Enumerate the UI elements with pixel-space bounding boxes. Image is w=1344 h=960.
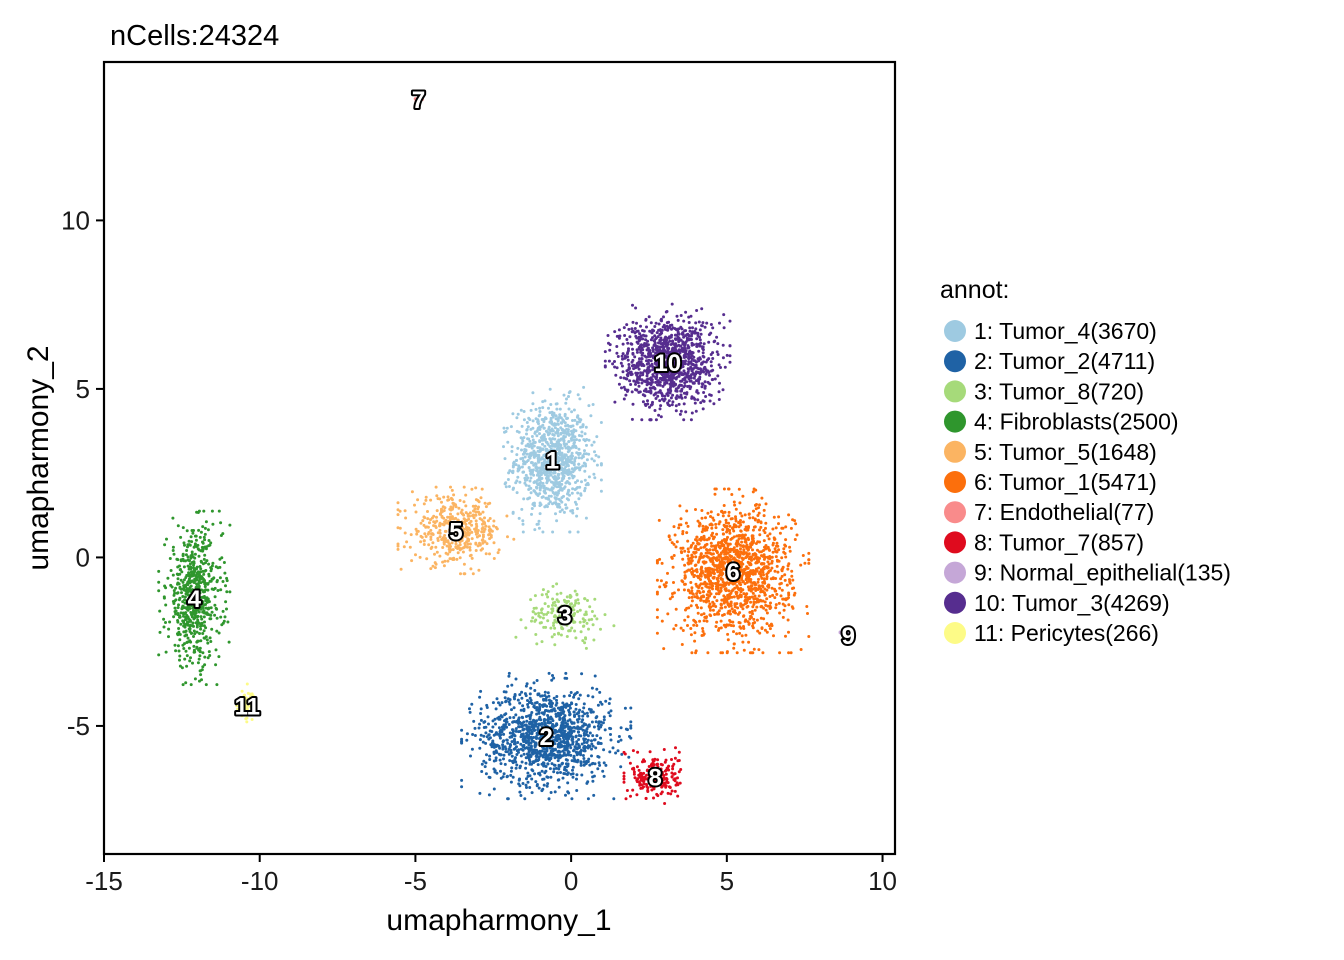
legend-swatch (944, 380, 966, 403)
x-tick-label: -10 (241, 866, 279, 896)
cluster-label-10: 10 (654, 350, 681, 377)
cluster-label-2: 2 (540, 724, 553, 751)
x-axis: -15 -10 -5 0 5 10 (85, 854, 897, 896)
cluster-label-8: 8 (649, 765, 662, 792)
legend-items: 1: Tumor_4(3670) 2: Tumor_2(4711) 3: Tumor… (944, 318, 1231, 646)
scatter-points-layer (157, 92, 855, 805)
legend-label: 6: Tumor_1(5471) (974, 469, 1157, 495)
scatter-series-1 (502, 385, 603, 534)
legend-swatch (944, 410, 966, 433)
legend-item-6: 6: Tumor_1(5471) (944, 469, 1157, 495)
legend: annot: 1: Tumor_4(3670) 2: Tumor_2(4711) 3… (940, 276, 1231, 646)
scatter-series-5 (396, 485, 516, 576)
cluster-label-6: 6 (726, 559, 739, 586)
legend-swatch (944, 350, 966, 373)
cluster-label-3: 3 (558, 603, 571, 630)
legend-label: 4: Fibroblasts(2500) (974, 409, 1179, 435)
legend-label: 5: Tumor_5(1648) (974, 439, 1157, 465)
scatter-series-11 (235, 682, 258, 724)
scatter-series-2 (460, 671, 633, 801)
legend-swatch (944, 561, 966, 584)
y-axis: -5 0 5 10 (61, 205, 104, 741)
legend-label: 3: Tumor_8(720) (974, 378, 1144, 404)
legend-label: 1: Tumor_4(3670) (974, 318, 1157, 344)
scatter-series-3 (514, 582, 616, 650)
legend-swatch (944, 440, 966, 463)
y-tick-label: 5 (76, 374, 90, 404)
scatter-series-8 (622, 746, 683, 805)
legend-label: 10: Tumor_3(4269) (974, 590, 1170, 616)
scatter-series-7 (413, 92, 424, 106)
legend-item-11: 11: Pericytes(266) (944, 620, 1159, 646)
legend-item-10: 10: Tumor_3(4269) (944, 590, 1170, 616)
legend-label: 11: Pericytes(266) (974, 620, 1159, 646)
x-tick-label: 10 (868, 866, 897, 896)
legend-item-3: 3: Tumor_8(720) (944, 378, 1144, 404)
legend-label: 8: Tumor_7(857) (974, 529, 1144, 555)
legend-swatch (944, 471, 966, 493)
scatter-series-6 (655, 487, 811, 655)
cluster-label-7: 7 (412, 87, 425, 114)
legend-item-4: 4: Fibroblasts(2500) (944, 409, 1179, 435)
x-tick-label: 0 (564, 866, 578, 896)
y-tick-label: 0 (76, 542, 90, 572)
legend-swatch (944, 531, 966, 554)
cluster-label-1: 1 (546, 448, 559, 475)
legend-item-9: 9: Normal_epithelial(135) (944, 560, 1231, 586)
x-tick-label: -15 (85, 866, 123, 896)
legend-swatch (944, 622, 966, 644)
legend-swatch (944, 320, 966, 342)
scatter-series-9 (838, 629, 855, 641)
y-axis-title: umapharmony_2 (22, 345, 55, 570)
cluster-label-9: 9 (842, 623, 855, 650)
plot-title: nCells:24324 (110, 20, 279, 52)
legend-item-2: 2: Tumor_2(4711) (944, 348, 1155, 374)
cluster-labels-layer: 1 2 3 4 5 6 7 8 9 10 11 (186, 85, 857, 793)
legend-swatch (944, 591, 966, 614)
legend-label: 7: Endothelial(77) (974, 499, 1154, 525)
legend-label: 2: Tumor_2(4711) (974, 348, 1155, 374)
y-tick-label: -5 (67, 711, 90, 741)
cluster-label-11: 11 (235, 694, 260, 721)
x-tick-label: -5 (404, 866, 427, 896)
legend-item-7: 7: Endothelial(77) (944, 499, 1154, 525)
scatter-series-10 (603, 302, 732, 422)
x-axis-title: umapharmony_1 (386, 904, 611, 937)
legend-label: 9: Normal_epithelial(135) (974, 560, 1231, 586)
legend-title: annot: (940, 276, 1010, 304)
legend-item-8: 8: Tumor_7(857) (944, 529, 1144, 555)
plot-panel-border (102, 60, 897, 856)
x-tick-label: 5 (720, 866, 734, 896)
cluster-label-4: 4 (188, 586, 202, 613)
scatter-series-4 (157, 509, 232, 687)
legend-item-1: 1: Tumor_4(3670) (944, 318, 1157, 344)
cluster-label-5: 5 (449, 519, 462, 546)
y-tick-label: 10 (61, 205, 90, 235)
legend-swatch (944, 501, 966, 524)
legend-item-5: 5: Tumor_5(1648) (944, 439, 1157, 465)
